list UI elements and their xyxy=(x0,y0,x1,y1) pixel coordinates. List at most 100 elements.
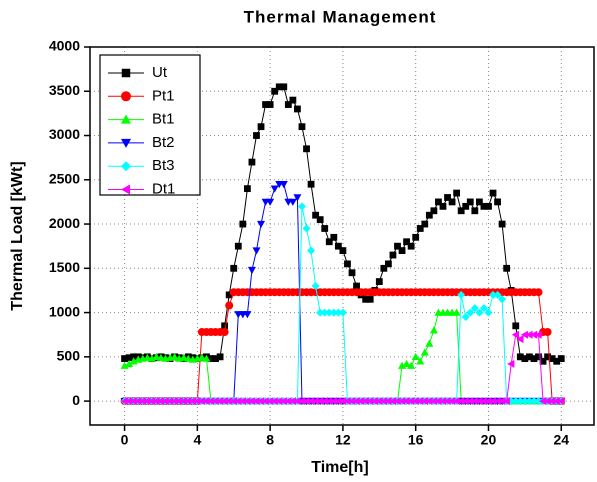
data-point xyxy=(156,397,165,406)
data-point xyxy=(229,397,237,406)
data-point xyxy=(435,198,442,206)
data-point xyxy=(179,353,188,361)
data-point xyxy=(297,397,306,406)
data-point xyxy=(457,290,466,299)
data-point xyxy=(466,198,474,206)
data-point xyxy=(275,83,283,91)
data-point xyxy=(170,352,179,361)
data-point xyxy=(353,282,360,290)
legend-label: Pt1 xyxy=(152,87,175,104)
data-point xyxy=(225,301,234,310)
data-point xyxy=(247,397,256,406)
data-point xyxy=(266,397,274,406)
data-point xyxy=(516,353,524,361)
x-tick-label: 20 xyxy=(481,432,497,448)
data-point xyxy=(384,260,392,268)
data-point xyxy=(293,397,301,406)
data-point xyxy=(261,397,269,406)
data-point xyxy=(253,132,260,139)
data-point xyxy=(452,397,460,406)
data-point xyxy=(266,101,274,108)
data-point xyxy=(543,397,551,406)
data-point xyxy=(548,355,556,363)
data-point xyxy=(416,397,424,406)
data-point xyxy=(380,264,388,272)
data-point xyxy=(366,295,374,303)
data-point xyxy=(348,269,356,277)
data-point xyxy=(461,313,470,321)
data-point xyxy=(411,352,420,361)
data-point xyxy=(334,308,343,317)
data-point xyxy=(529,397,538,406)
data-point xyxy=(370,397,378,406)
data-point xyxy=(539,397,547,406)
data-point xyxy=(184,354,193,362)
data-point xyxy=(479,304,488,313)
plot-frame xyxy=(89,46,595,426)
data-point xyxy=(302,397,310,406)
data-point xyxy=(344,260,351,268)
x-tick-label: 24 xyxy=(553,432,569,448)
data-point xyxy=(134,397,142,406)
data-point xyxy=(234,397,242,406)
data-point xyxy=(557,355,565,363)
data-point xyxy=(411,397,419,406)
data-point xyxy=(448,397,456,406)
data-point xyxy=(375,278,383,285)
legend-label: Ut xyxy=(152,64,168,81)
data-point xyxy=(534,288,543,297)
data-point xyxy=(339,247,347,255)
data-point xyxy=(257,123,265,131)
data-point xyxy=(221,322,229,330)
data-point xyxy=(412,233,420,241)
data-point xyxy=(552,397,560,406)
data-point xyxy=(407,242,415,250)
data-point xyxy=(294,105,301,113)
data-point xyxy=(152,397,160,406)
x-tick-label: 4 xyxy=(193,432,201,448)
data-point xyxy=(375,397,383,406)
data-point xyxy=(479,397,488,406)
data-point xyxy=(452,308,461,316)
data-point xyxy=(475,308,484,317)
data-point xyxy=(284,397,292,406)
data-point xyxy=(402,359,411,368)
data-point xyxy=(125,397,133,406)
data-point xyxy=(216,353,224,361)
data-point xyxy=(471,207,479,215)
data-point xyxy=(193,397,201,406)
data-point xyxy=(361,397,369,406)
data-point xyxy=(284,101,292,108)
data-point xyxy=(398,397,406,406)
data-point xyxy=(307,180,315,188)
data-point xyxy=(511,330,519,339)
data-point xyxy=(216,397,224,406)
data-point xyxy=(388,397,397,406)
data-point xyxy=(202,397,210,406)
data-point xyxy=(334,242,342,250)
data-point xyxy=(407,397,415,406)
data-point xyxy=(297,202,306,211)
data-point xyxy=(247,266,256,275)
data-point xyxy=(321,225,329,232)
data-point xyxy=(129,397,137,406)
data-point xyxy=(307,246,316,255)
data-point xyxy=(320,397,328,406)
data-point xyxy=(444,194,451,201)
x-tick-label: 16 xyxy=(408,432,424,448)
x-tick-label: 12 xyxy=(335,432,351,448)
data-point xyxy=(507,359,515,368)
data-point xyxy=(429,397,438,406)
data-point xyxy=(125,359,134,368)
data-point xyxy=(525,330,533,339)
data-point xyxy=(338,397,347,406)
data-point xyxy=(470,397,479,406)
data-point xyxy=(147,397,156,406)
data-point xyxy=(280,83,288,91)
data-point xyxy=(443,397,451,406)
data-point xyxy=(275,397,283,406)
x-tick-label: 8 xyxy=(266,432,274,448)
data-point xyxy=(512,322,520,330)
data-point xyxy=(316,216,324,224)
